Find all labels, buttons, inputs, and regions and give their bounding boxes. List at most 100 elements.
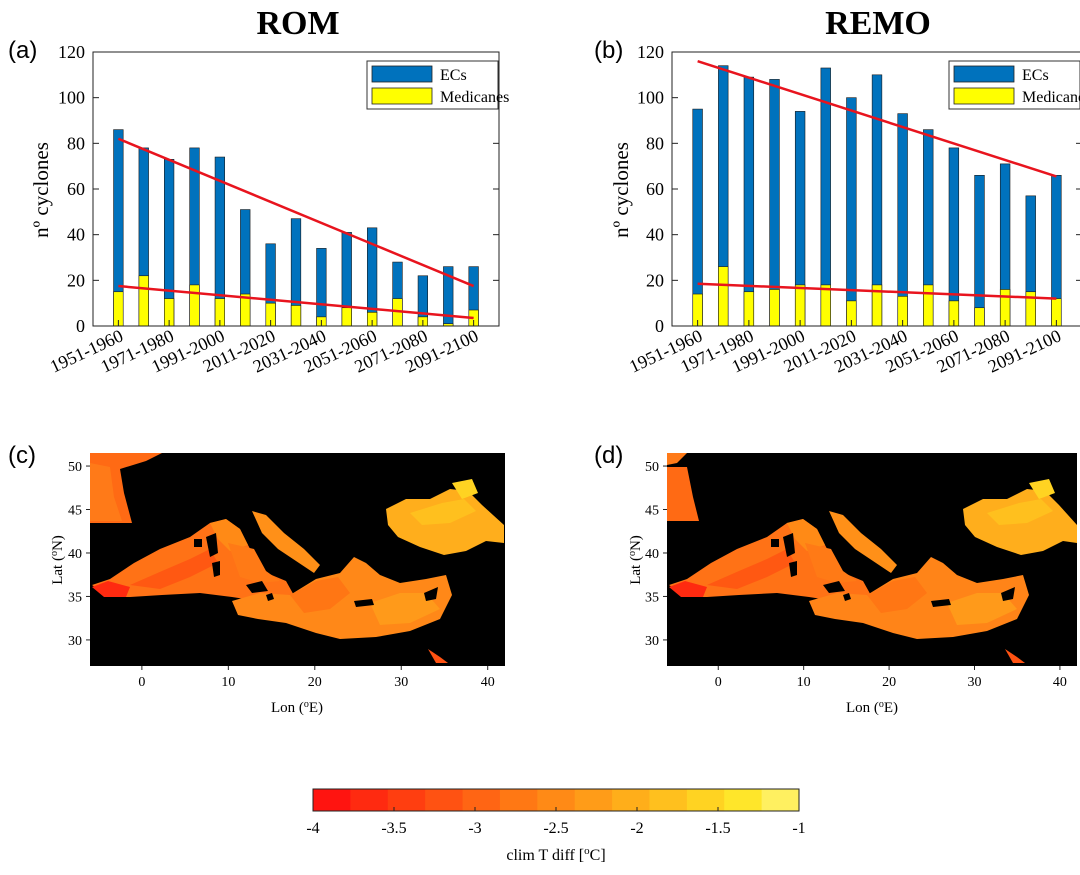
islands: [771, 533, 1015, 607]
map-y-tick-label: 45: [645, 504, 659, 519]
panel-letter-a: (a): [8, 37, 37, 64]
map-y-tick-label: 30: [68, 634, 82, 649]
bar-medicanes: [974, 307, 985, 327]
bar-chart-remo: REMO (b) nº cyclones 0204060801001201951…: [594, 5, 1080, 377]
y-tick-label: 80: [67, 133, 85, 153]
bar-ecs: [769, 79, 780, 327]
bar-medicanes: [820, 284, 831, 327]
colorbar-swatch: [499, 789, 538, 811]
legend-swatch-medicanes: [953, 87, 1015, 105]
bar-ecs: [316, 248, 327, 327]
map-y-tick-label: 50: [68, 460, 82, 475]
legend-label-ecs: ECs: [440, 67, 467, 84]
bar-chart-rom: ROM (a) nº cyclones 0204060801001201951-…: [8, 5, 509, 377]
map-axes-remo: 0 10 20 30 40 50 45 40 35 30: [645, 460, 1067, 690]
islands: [194, 533, 438, 607]
map-x-tick-label: 40: [1053, 675, 1067, 690]
y-axis-label-remo: nº cyclones: [609, 142, 633, 238]
colorbar-swatch: [313, 789, 351, 811]
y-tick-label: 60: [646, 179, 664, 199]
bar-ecs: [743, 76, 755, 327]
panel-letter-b: (b): [594, 37, 623, 64]
colorbar-swatch: [387, 789, 426, 811]
map-y-tick-label: 30: [645, 634, 659, 649]
bar-medicanes: [341, 307, 352, 327]
bar-medicanes: [138, 275, 149, 327]
bar-medicanes: [794, 284, 806, 327]
y-tick-label: 100: [637, 88, 664, 108]
bar-ecs: [897, 113, 908, 327]
y-tick-label: 120: [637, 42, 664, 62]
trend-line: [697, 59, 1057, 178]
y-tick-label: 0: [76, 316, 85, 336]
legend-swatch-ecs: [953, 65, 1015, 83]
y-tick-label: 40: [67, 225, 85, 245]
colorbar-swatch: [761, 789, 800, 811]
sst-field: [90, 453, 504, 663]
colorbar: -4 -3.5 -3 -2.5 -2 -1.5 -1: [306, 788, 806, 837]
map-x-tick-label: 0: [715, 675, 722, 690]
bar-medicanes: [189, 284, 200, 327]
colorbar-tick-label: -3.5: [381, 820, 406, 837]
map-x-label-remo: Lon (oE): [846, 699, 898, 717]
legend-rom: ECs Medicanes: [366, 60, 509, 110]
map-x-tick-label: 10: [797, 675, 811, 690]
legend-swatch-ecs: [371, 65, 433, 83]
colorbar-swatch: [425, 789, 464, 811]
colorbar-tick-label: -4: [306, 820, 319, 837]
bar-ecs: [948, 147, 960, 327]
colorbar-swatch: [612, 789, 650, 811]
colorbar-swatch: [574, 789, 613, 811]
y-tick-label: 80: [646, 133, 664, 153]
map-y-tick-label: 45: [68, 504, 82, 519]
map-x-tick-label: 30: [394, 675, 408, 690]
colorbar-swatch: [724, 789, 763, 811]
panel-letter-c: (c): [8, 442, 36, 469]
chart-title-rom: ROM: [256, 5, 339, 42]
plot-frame: [92, 51, 500, 327]
map-x-tick-label: 0: [138, 675, 145, 690]
map-y-label-rom: Lat (oN): [49, 535, 67, 585]
colorbar-tick-label: -3: [468, 820, 481, 837]
bar-medicanes: [290, 305, 302, 327]
bar-ecs: [974, 175, 985, 327]
y-tick-label: 40: [646, 225, 664, 245]
bar-medicanes: [718, 266, 729, 327]
colorbar-swatch: [350, 789, 389, 811]
plot-frame: [671, 51, 1080, 327]
map-y-tick-label: 40: [68, 547, 82, 562]
colorbar-swatch: [537, 789, 576, 811]
colorbar-tick-label: -2: [630, 820, 643, 837]
map-y-tick-label: 35: [645, 590, 659, 605]
map-rom: (c): [8, 442, 505, 716]
map-x-tick-label: 20: [308, 675, 322, 690]
y-tick-label: 20: [646, 270, 664, 290]
y-axis-label-rom: nº cyclones: [29, 142, 53, 238]
map-y-label-remo: Lat (oN): [627, 535, 645, 585]
map-y-tick-label: 50: [645, 460, 659, 475]
map-y-tick-label: 40: [645, 547, 659, 562]
chart-title-remo: REMO: [825, 5, 931, 42]
panel-letter-d: (d): [594, 442, 623, 469]
y-tick-label: 60: [67, 179, 85, 199]
legend-remo: ECs Medicanes: [948, 60, 1080, 110]
trend-line: [117, 137, 475, 288]
y-tick-label: 20: [67, 270, 85, 290]
map-x-tick-label: 40: [481, 675, 495, 690]
y-tick-label: 100: [58, 88, 85, 108]
colorbar-swatch: [649, 789, 688, 811]
colorbar-swatch: [686, 789, 725, 811]
colorbar-tick-label: -1.5: [705, 820, 730, 837]
map-x-tick-label: 20: [882, 675, 896, 690]
bar-ecs: [692, 108, 703, 327]
bar-ecs: [846, 97, 857, 327]
legend-swatch-medicanes: [371, 87, 433, 105]
y-tick-label: 0: [655, 316, 664, 336]
colorbar-swatch: [462, 789, 501, 811]
bar-medicanes: [769, 289, 780, 327]
map-remo: (d): [594, 442, 1077, 716]
sst-field: [667, 453, 1077, 663]
trend-line: [697, 282, 1057, 300]
legend-label-ecs: ECs: [1022, 67, 1049, 84]
